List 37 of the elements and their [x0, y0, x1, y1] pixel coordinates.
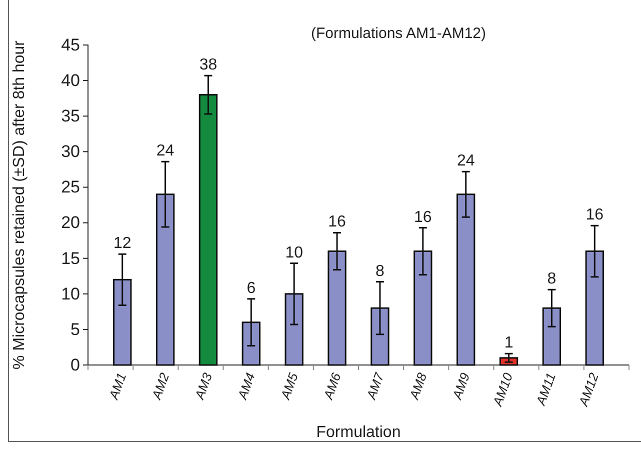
data-label: 12: [113, 235, 132, 252]
data-label: 1: [504, 334, 514, 352]
data-label: 24: [456, 152, 475, 170]
x-tick-label: AM12: [575, 370, 602, 409]
data-label: 16: [328, 214, 346, 231]
x-tick-label: AM11: [532, 370, 559, 408]
data-label: 16: [586, 206, 604, 224]
x-tick-label: AM4: [234, 370, 258, 402]
x-tick-label: AM3: [191, 370, 216, 402]
x-tick-label: AM8: [406, 370, 430, 402]
x-axis-title: Formulation: [316, 424, 401, 441]
x-tick-label: AM1: [106, 370, 130, 402]
x-tick-label: AM5: [277, 370, 302, 402]
x-tick-label: AM6: [320, 370, 344, 402]
y-tick-label: 0: [70, 355, 80, 374]
y-tick-label: 45: [61, 35, 80, 54]
y-tick-label: 40: [61, 70, 80, 90]
x-tick-label: AM10: [490, 370, 516, 409]
data-label: 16: [414, 208, 432, 226]
data-label: 8: [376, 262, 385, 280]
data-label: 6: [246, 280, 256, 297]
x-tick-label: AM7: [363, 370, 388, 402]
chart-title: (Formulations AM1-AM12): [310, 25, 486, 42]
y-tick-label: 20: [61, 213, 80, 232]
x-tick-label: AM2: [148, 370, 172, 402]
y-tick-label: 10: [61, 284, 80, 304]
data-label: 8: [547, 270, 556, 288]
y-tick-label: 5: [70, 320, 80, 339]
x-tick-label: AM9: [449, 370, 473, 402]
data-label: 24: [156, 142, 174, 160]
data-label: 10: [285, 244, 304, 262]
y-axis-title: % Microcapsules retained (±SD) after 8th hour: [11, 40, 28, 370]
y-tick-label: 15: [61, 248, 80, 268]
data-label: 38: [199, 56, 218, 74]
y-tick-label: 35: [61, 106, 80, 126]
y-tick-label: 25: [61, 178, 80, 197]
y-tick-label: 30: [61, 142, 80, 162]
